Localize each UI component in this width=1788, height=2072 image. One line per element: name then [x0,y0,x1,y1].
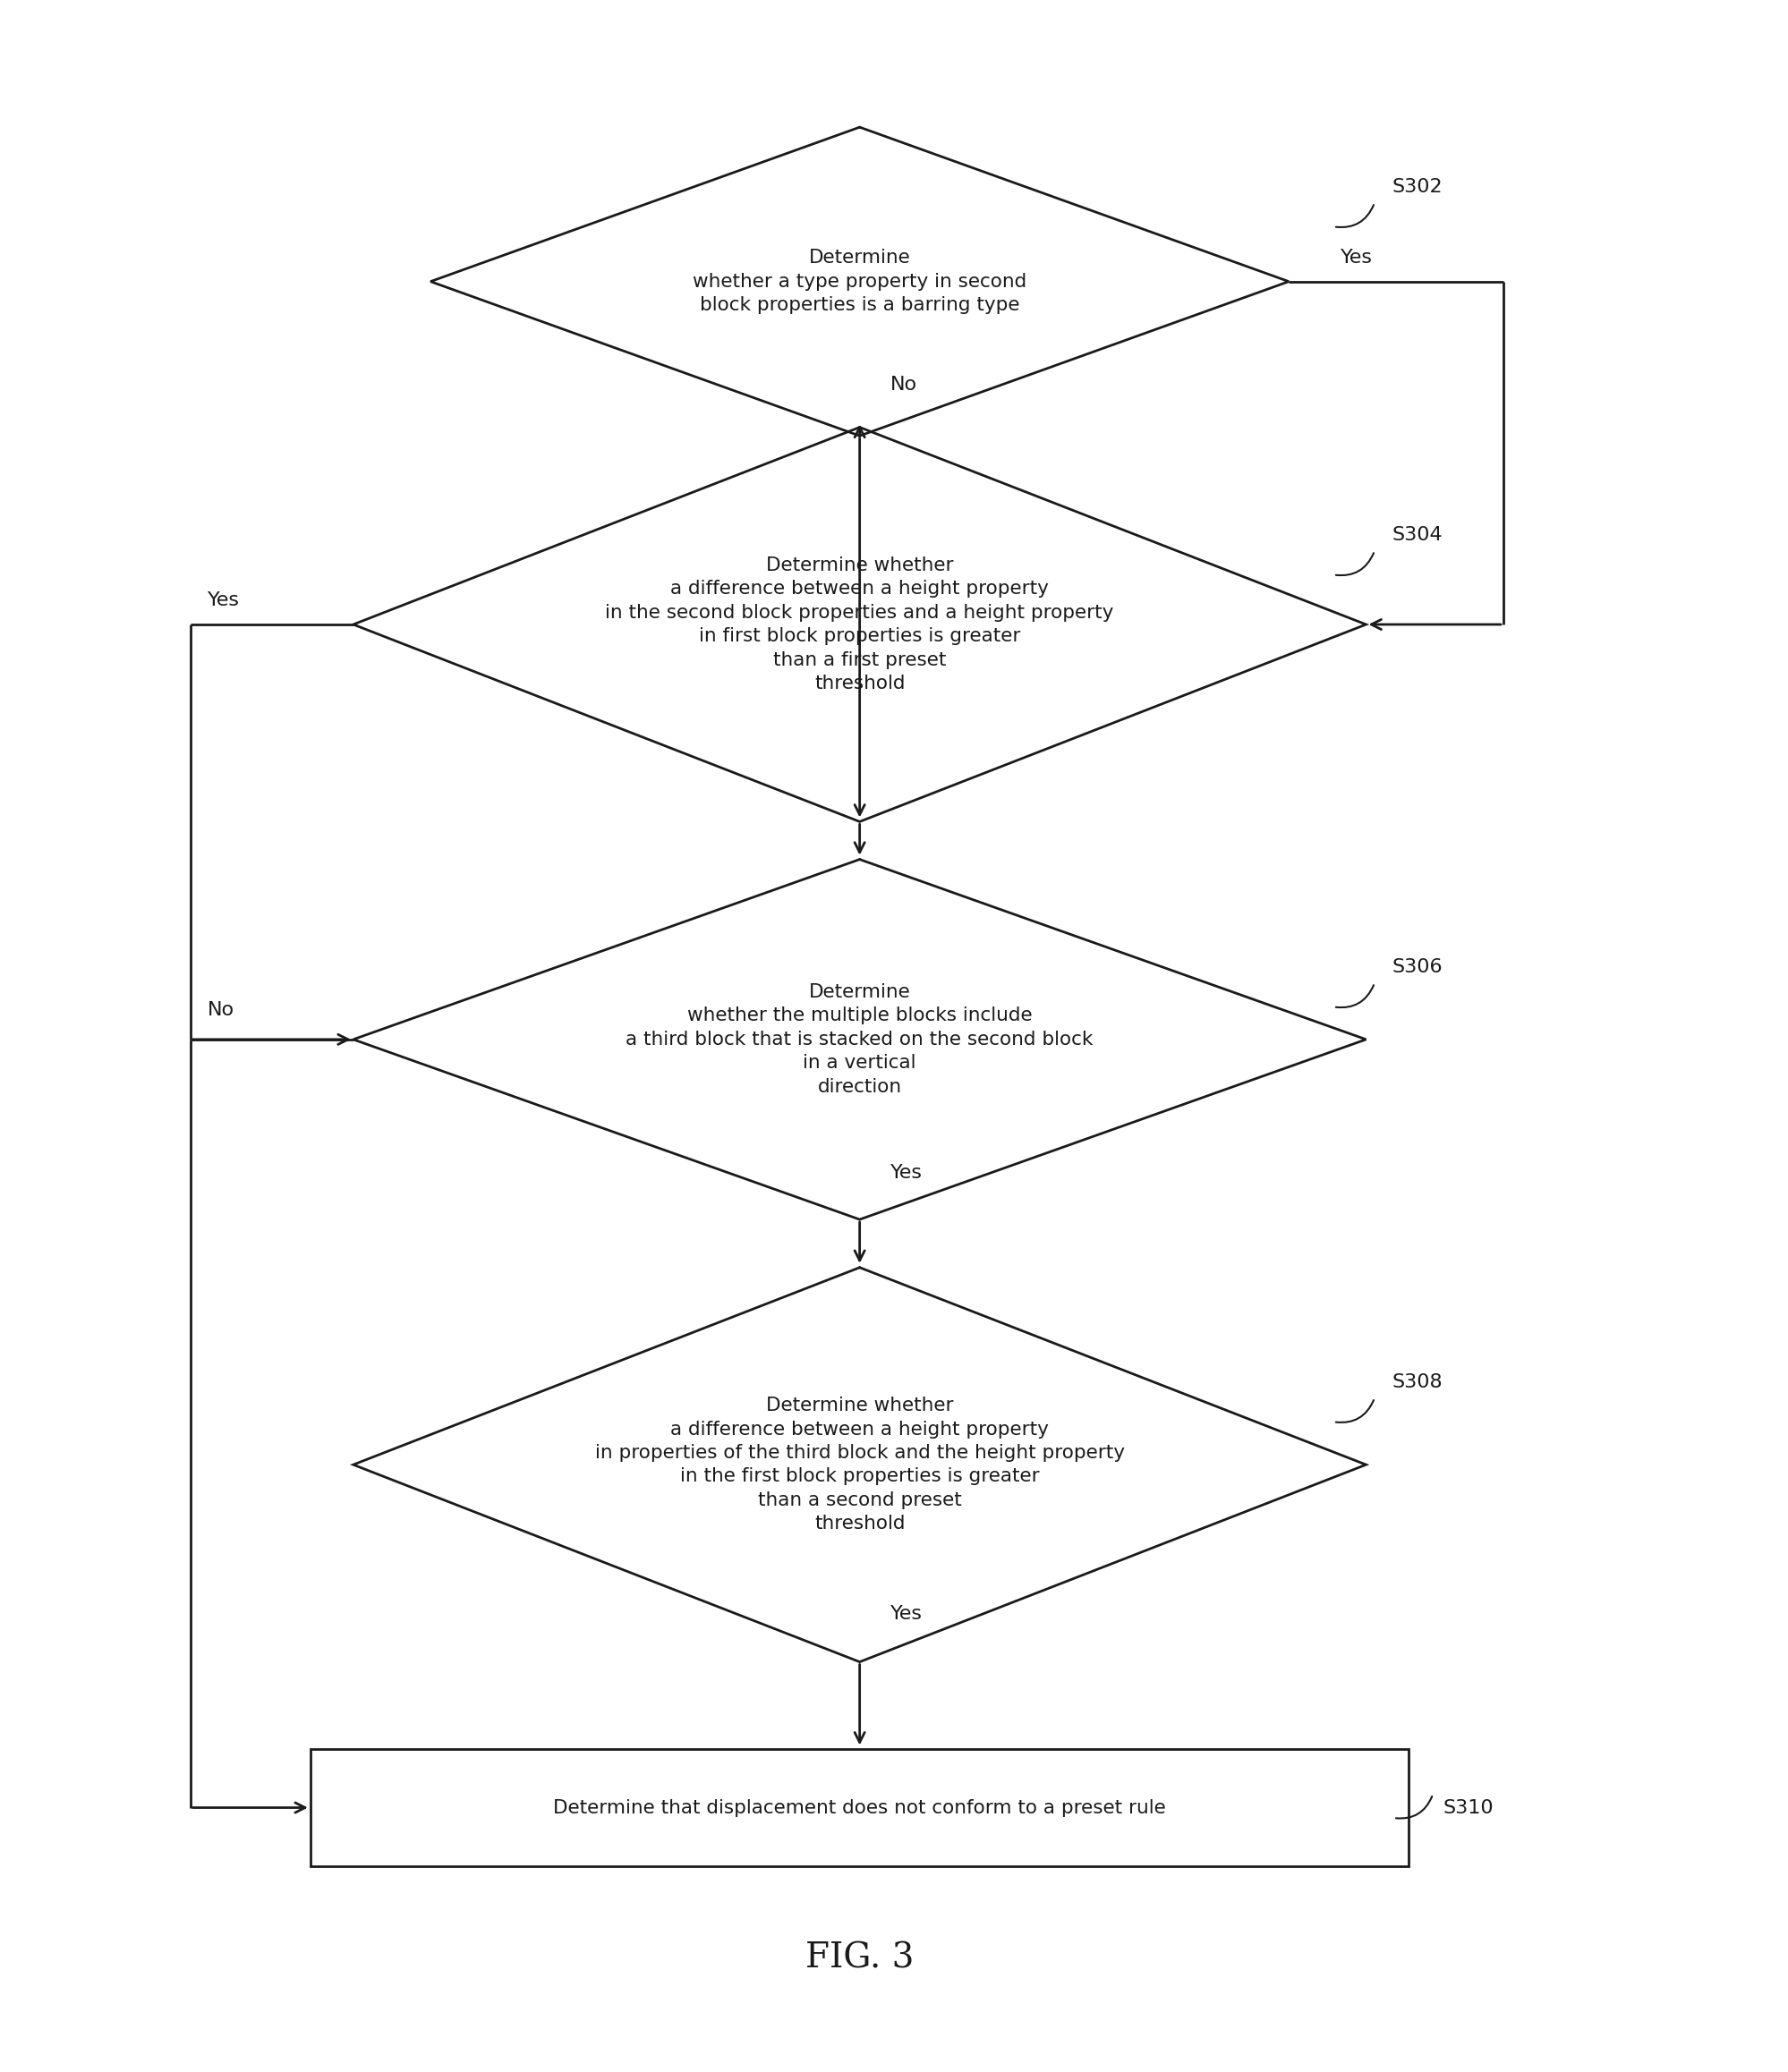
Text: Determine
whether the multiple blocks include
a third block that is stacked on t: Determine whether the multiple blocks in… [626,984,1094,1096]
Text: No: No [207,1001,234,1019]
Text: Determine
whether a type property in second
block properties is a barring type: Determine whether a type property in sec… [692,249,1026,315]
Text: S302: S302 [1391,178,1443,197]
Text: S306: S306 [1391,959,1443,976]
Text: Yes: Yes [890,1164,923,1183]
Text: Determine that displacement does not conform to a preset rule: Determine that displacement does not con… [552,1798,1166,1817]
Text: FIG. 3: FIG. 3 [805,1941,914,1975]
Text: No: No [890,375,917,394]
Text: Yes: Yes [890,1606,923,1622]
Text: S310: S310 [1443,1798,1495,1817]
Text: Determine whether
a difference between a height property
in properties of the th: Determine whether a difference between a… [595,1397,1125,1533]
Text: S308: S308 [1391,1374,1443,1390]
Text: Yes: Yes [207,591,240,609]
Text: S304: S304 [1391,526,1443,545]
Text: Yes: Yes [1341,249,1373,267]
Text: Determine whether
a difference between a height property
in the second block pro: Determine whether a difference between a… [606,557,1114,692]
